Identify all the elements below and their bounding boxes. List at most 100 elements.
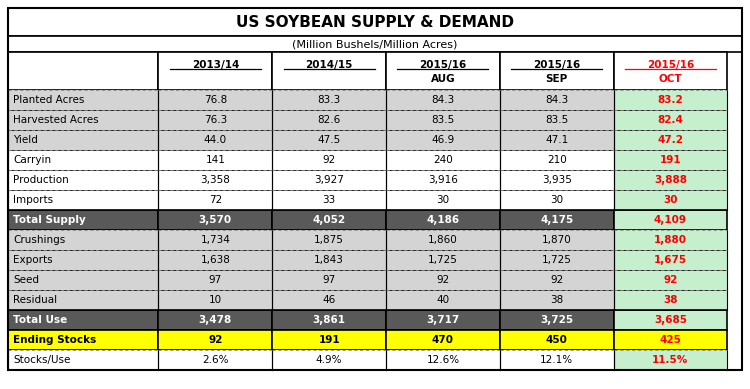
Bar <box>500 310 613 330</box>
Bar <box>500 52 613 90</box>
Bar <box>500 170 613 190</box>
Text: 1,675: 1,675 <box>654 255 687 265</box>
Bar <box>614 350 728 370</box>
Bar <box>8 130 158 150</box>
Text: 470: 470 <box>432 335 454 345</box>
Bar <box>500 110 613 130</box>
Bar <box>8 210 158 230</box>
Bar <box>500 350 613 370</box>
Text: 210: 210 <box>547 155 566 165</box>
Text: 1,725: 1,725 <box>428 255 457 265</box>
Text: Total Supply: Total Supply <box>13 215 86 225</box>
Bar <box>272 250 386 270</box>
Text: 4,109: 4,109 <box>654 215 687 225</box>
Text: 3,861: 3,861 <box>313 315 346 325</box>
Text: Stocks/Use: Stocks/Use <box>13 355 70 365</box>
Text: 92: 92 <box>209 335 223 345</box>
Text: 450: 450 <box>546 335 568 345</box>
Text: 11.5%: 11.5% <box>652 355 688 365</box>
Text: 2015/16: 2015/16 <box>419 60 466 70</box>
Bar <box>614 90 728 110</box>
Bar <box>386 270 500 290</box>
Text: 33: 33 <box>322 195 336 205</box>
Bar <box>500 130 613 150</box>
Bar <box>386 52 500 90</box>
Bar <box>272 150 386 170</box>
Text: 3,927: 3,927 <box>314 175 344 185</box>
Text: 1,875: 1,875 <box>314 235 344 245</box>
Text: 83.2: 83.2 <box>658 95 683 105</box>
Bar <box>8 330 158 350</box>
Text: 3,888: 3,888 <box>654 175 687 185</box>
Text: 92: 92 <box>322 155 336 165</box>
Text: 47.2: 47.2 <box>658 135 683 145</box>
Text: 46.9: 46.9 <box>431 135 454 145</box>
Text: 3,717: 3,717 <box>426 315 460 325</box>
Text: 3,685: 3,685 <box>654 315 687 325</box>
Bar <box>386 330 500 350</box>
Text: Yield: Yield <box>13 135 38 145</box>
Bar <box>386 250 500 270</box>
Text: (Million Bushels/Million Acres): (Million Bushels/Million Acres) <box>292 39 458 49</box>
Text: 4,175: 4,175 <box>540 215 573 225</box>
Text: 141: 141 <box>206 155 225 165</box>
Bar <box>614 150 728 170</box>
Text: 3,358: 3,358 <box>200 175 230 185</box>
Text: 72: 72 <box>209 195 222 205</box>
Bar <box>500 210 613 230</box>
Text: 92: 92 <box>436 275 449 285</box>
Bar <box>8 190 158 210</box>
Bar <box>8 290 158 310</box>
Text: 82.4: 82.4 <box>658 115 683 125</box>
Text: 97: 97 <box>209 275 222 285</box>
Bar <box>386 210 500 230</box>
Bar <box>614 110 728 130</box>
Text: 4,186: 4,186 <box>426 215 460 225</box>
Bar <box>614 230 728 250</box>
Text: Residual: Residual <box>13 295 57 305</box>
Text: 38: 38 <box>663 295 678 305</box>
Text: Seed: Seed <box>13 275 39 285</box>
Bar <box>614 190 728 210</box>
Bar <box>500 290 613 310</box>
Bar <box>386 90 500 110</box>
Bar <box>386 130 500 150</box>
Bar <box>386 290 500 310</box>
Text: 2013/14: 2013/14 <box>192 60 239 70</box>
Bar <box>614 170 728 190</box>
Text: 83.3: 83.3 <box>317 95 340 105</box>
Text: 30: 30 <box>436 195 449 205</box>
Bar <box>272 330 386 350</box>
Text: 1,843: 1,843 <box>314 255 344 265</box>
Bar <box>500 250 613 270</box>
Bar <box>614 270 728 290</box>
Bar <box>8 90 158 110</box>
Bar <box>386 190 500 210</box>
Text: US SOYBEAN SUPPLY & DEMAND: US SOYBEAN SUPPLY & DEMAND <box>236 14 514 30</box>
Text: 1,860: 1,860 <box>428 235 457 245</box>
Text: 84.3: 84.3 <box>431 95 454 105</box>
Text: 92: 92 <box>663 275 677 285</box>
Bar <box>386 350 500 370</box>
Bar <box>158 350 272 370</box>
Bar <box>614 290 728 310</box>
Text: AUG: AUG <box>430 74 455 84</box>
Bar <box>272 190 386 210</box>
Text: 3,935: 3,935 <box>542 175 572 185</box>
Bar <box>272 230 386 250</box>
Text: 10: 10 <box>209 295 222 305</box>
Text: SEP: SEP <box>545 74 568 84</box>
Bar <box>158 90 272 110</box>
Text: 3,725: 3,725 <box>540 315 573 325</box>
Bar <box>158 170 272 190</box>
Text: 47.5: 47.5 <box>317 135 340 145</box>
Bar <box>500 150 613 170</box>
Bar <box>614 310 728 330</box>
Text: 82.6: 82.6 <box>317 115 340 125</box>
Text: 84.3: 84.3 <box>545 95 568 105</box>
Bar <box>158 190 272 210</box>
Text: 191: 191 <box>318 335 340 345</box>
Text: 97: 97 <box>322 275 336 285</box>
Bar <box>8 150 158 170</box>
Bar <box>272 350 386 370</box>
